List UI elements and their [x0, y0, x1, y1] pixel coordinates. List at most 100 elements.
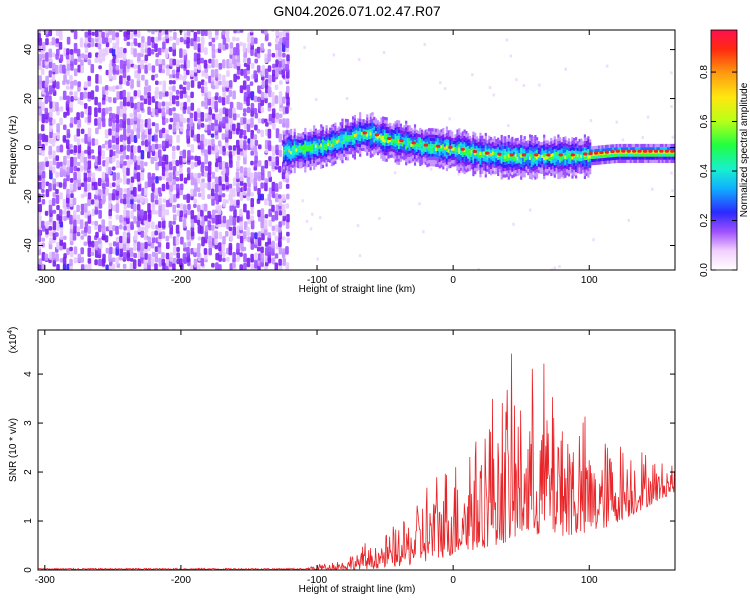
ridge-cell — [417, 159, 420, 163]
ridge-peak — [588, 152, 593, 156]
ridge-cell — [523, 168, 526, 172]
ridge-cell — [481, 170, 484, 174]
noise-cell — [136, 241, 141, 251]
ridge-cell — [369, 148, 372, 152]
noise-cell — [278, 133, 283, 143]
ridge-cell — [672, 143, 675, 148]
noise-cell — [97, 145, 102, 156]
ridge-cell — [438, 133, 441, 137]
noise-cell — [58, 215, 63, 225]
ridge-cell — [313, 150, 316, 154]
noise-cell — [176, 209, 180, 217]
noise-cell — [179, 150, 184, 156]
ridge-cell — [334, 125, 337, 129]
ridge-cell — [518, 143, 521, 147]
ridge-cell — [479, 151, 482, 155]
ridge-cell — [343, 128, 346, 132]
ridge-cell — [369, 154, 372, 158]
ridge-cell — [516, 141, 519, 145]
ridge-cell — [613, 156, 617, 160]
ridge-cell — [576, 157, 579, 161]
ridge-cell — [575, 149, 578, 154]
ridge-cell — [360, 131, 364, 136]
ridge-cell — [375, 127, 378, 131]
ridge-cell — [583, 134, 586, 138]
ridge-cell — [442, 128, 445, 132]
ridge-cell — [399, 158, 402, 162]
ridge-cell — [286, 140, 289, 144]
noise-cell — [72, 197, 77, 205]
noise-cell — [257, 160, 262, 167]
ridge-cell — [642, 156, 645, 160]
noise-cell — [166, 257, 170, 267]
ridge-cell — [530, 144, 533, 148]
ridge-cell — [514, 147, 517, 151]
noise-cell — [95, 127, 99, 135]
ridge-cell — [449, 164, 452, 169]
ridge-cell — [465, 134, 468, 138]
ridge-cell — [309, 141, 312, 145]
ridge-cell — [459, 142, 463, 146]
ridge-cell — [360, 122, 364, 126]
noise-cell — [38, 203, 42, 213]
ridge-cell — [645, 159, 648, 163]
ridge-cell — [442, 156, 445, 160]
ridge-cell — [426, 138, 429, 142]
ridge-cell — [291, 158, 294, 162]
ridge-cell — [442, 153, 445, 157]
ridge-cell — [357, 143, 360, 147]
noise-cell — [172, 58, 176, 66]
ridge-cell — [582, 150, 585, 154]
noise-cell — [56, 123, 60, 133]
ridge-cell — [293, 147, 296, 151]
noise-cell — [182, 149, 187, 159]
noise-cell — [204, 73, 209, 79]
ridge-cell — [523, 139, 526, 143]
ridge-cell — [668, 156, 671, 160]
noise-cell — [147, 253, 152, 260]
ridge-cell — [396, 123, 399, 127]
ridge-cell — [382, 157, 385, 162]
ridge-cell — [352, 141, 355, 145]
ridge-cell — [433, 150, 436, 154]
noise-cell — [133, 242, 137, 247]
noise-cell — [186, 59, 190, 69]
ridge-cell — [419, 159, 422, 163]
noise-cell — [136, 106, 141, 113]
ridge-cell — [362, 125, 365, 129]
noise-cell — [242, 80, 247, 90]
snr-x-ticks: -300 -200 -100 0 100 — [35, 330, 598, 586]
ridge-cell — [329, 140, 332, 144]
ridge-cell — [311, 156, 314, 160]
noise-cell — [250, 30, 254, 33]
noise-cell — [133, 48, 137, 58]
noise-cell — [175, 100, 180, 107]
ridge-cell — [373, 142, 376, 146]
ridge-cell — [325, 141, 328, 145]
ridge-cell — [507, 160, 510, 164]
ridge-cell — [567, 173, 571, 177]
ridge-peak — [621, 149, 626, 153]
ridge-cell — [640, 159, 643, 163]
noise-cell — [285, 246, 289, 255]
ridge-cell — [373, 136, 376, 140]
ridge-cell — [539, 145, 542, 149]
ridge-cell — [590, 162, 594, 166]
ridge-cell — [468, 161, 471, 165]
noise-cell — [222, 43, 226, 50]
noise-cell — [471, 73, 474, 77]
ridge-cell — [295, 161, 298, 165]
ridge-cell — [405, 133, 408, 137]
ridge-cell — [562, 137, 565, 141]
ridge-cell — [366, 114, 369, 118]
noise-cell — [108, 252, 112, 263]
ridge-cell — [337, 142, 341, 146]
ridge-cell — [330, 124, 333, 128]
ridge-cell — [656, 143, 659, 148]
noise-cell — [94, 42, 99, 48]
noise-cell — [80, 210, 85, 216]
ridge-cell — [557, 140, 560, 145]
ridge-cell — [300, 142, 303, 146]
ridge-cell — [575, 140, 578, 144]
ridge-cell — [463, 164, 466, 168]
